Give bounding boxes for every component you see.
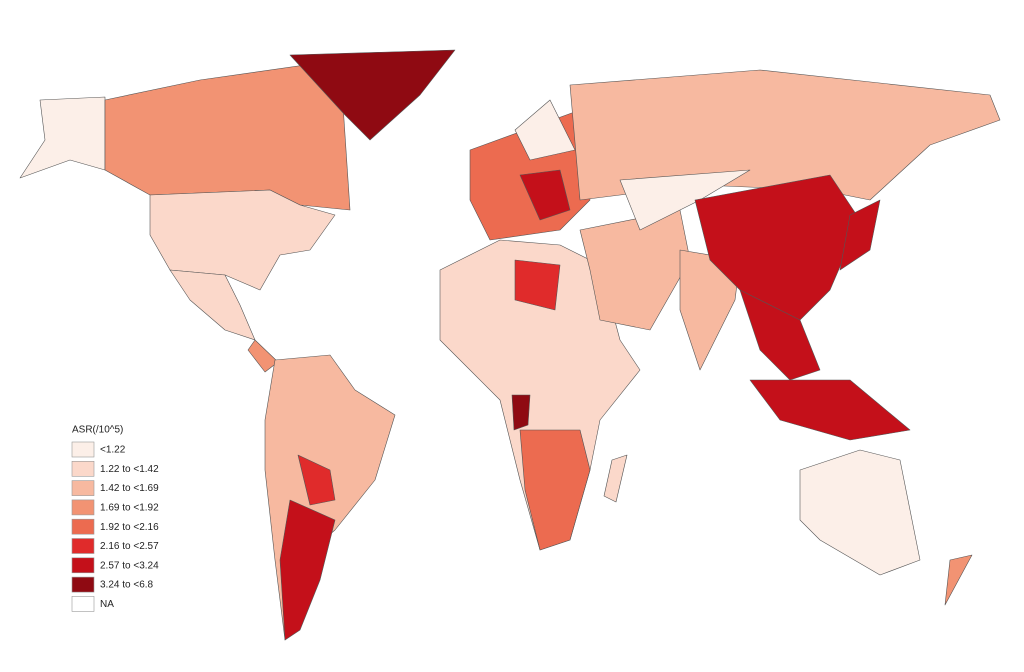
legend-label: 2.16 to <2.57 xyxy=(100,541,159,552)
region xyxy=(297,454,336,506)
legend-swatch xyxy=(71,518,95,535)
region xyxy=(839,199,881,271)
region xyxy=(799,449,921,576)
region xyxy=(569,69,1001,201)
legend-label: 1.69 to <1.92 xyxy=(100,503,159,514)
legend-label: 3.24 to <6.8 xyxy=(100,580,154,591)
legend-label: 1.22 to <1.42 xyxy=(100,464,159,475)
region xyxy=(739,289,821,381)
region xyxy=(514,259,561,311)
region xyxy=(19,96,106,179)
legend-swatch xyxy=(71,596,95,612)
legend-label: <1.22 xyxy=(100,445,126,456)
legend: ASR(/10^5) <1.22 1.22 to <1.42 1.42 to <1.… xyxy=(71,425,159,612)
legend-swatch xyxy=(71,460,95,477)
world-map xyxy=(19,49,1001,641)
legend-swatch xyxy=(71,480,95,496)
region xyxy=(519,429,591,551)
region xyxy=(944,554,973,606)
legend-label: NA xyxy=(100,599,114,610)
legend-swatch xyxy=(71,576,95,593)
legend-label: 1.42 to <1.69 xyxy=(100,483,159,494)
legend-swatch xyxy=(71,441,95,458)
region xyxy=(149,189,336,291)
legend-swatch xyxy=(71,538,95,554)
legend-label: 2.57 to <3.24 xyxy=(100,560,159,571)
region xyxy=(519,169,571,221)
region xyxy=(247,339,279,373)
region xyxy=(694,174,861,321)
region xyxy=(104,59,351,211)
legend-title: ASR(/10^5) xyxy=(72,425,123,436)
region xyxy=(511,394,531,431)
region xyxy=(603,454,628,503)
legend-label: 1.92 to <2.16 xyxy=(100,522,159,533)
region xyxy=(289,49,456,141)
region xyxy=(514,99,576,161)
region xyxy=(749,379,911,441)
region xyxy=(279,499,336,641)
legend-swatch xyxy=(71,499,95,516)
legend-swatch xyxy=(71,557,95,574)
